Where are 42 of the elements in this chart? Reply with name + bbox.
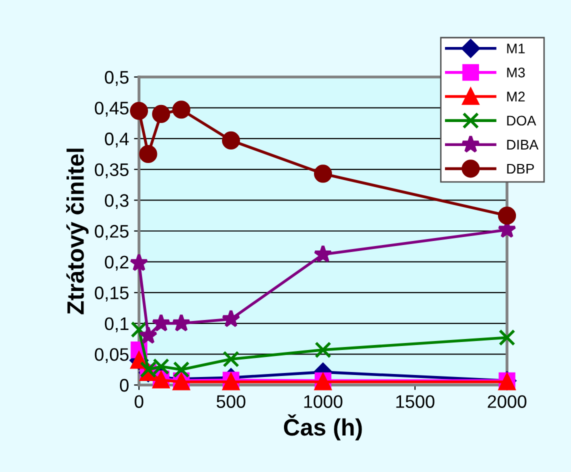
point [222,350,240,368]
y-tick-label: 0,5 [104,70,129,86]
legend-label: DOA [507,116,536,126]
x-tick-label: 2000 [488,395,526,408]
point [172,361,190,378]
point [222,309,240,328]
point [314,342,332,358]
y-tick-label: 0,4 [104,132,129,148]
y-tick-label: 0 [120,378,129,392]
point [314,244,332,263]
x-tick-label: 0 [134,395,144,408]
point [152,104,170,123]
legend-label: DBP [507,164,534,174]
y-tick-label: 0,1 [104,317,128,332]
point [138,326,158,344]
legend-label: M1 [507,44,525,54]
x-tick-label: 1000 [304,395,342,408]
y-tick-label: 0,45 [94,102,129,117]
point [139,144,158,164]
y-tick-label: 0,05 [94,348,129,364]
y-tick-label: 0,25 [94,224,129,240]
y-tick-label: 0,2 [104,256,128,271]
point [222,131,240,150]
point [130,253,148,272]
point [130,321,148,338]
y-tick-label: 0,35 [94,163,129,178]
point [172,100,190,119]
point [314,164,332,183]
point [498,206,516,225]
y-tick-label: 0,15 [94,286,129,302]
legend-label: DIBA [507,140,538,150]
point [152,314,170,332]
x-tick-label: 500 [216,395,246,408]
legend-label: M2 [507,92,525,102]
y-axis-title: Ztrátový činitel [66,148,89,314]
legend-label: M3 [507,68,525,78]
point [130,102,148,120]
x-axis-title: Čas (h) [284,414,362,440]
point [498,329,516,346]
point [172,314,191,332]
y-tick-label: 0,3 [104,194,128,210]
x-tick-label: 1500 [396,395,434,408]
